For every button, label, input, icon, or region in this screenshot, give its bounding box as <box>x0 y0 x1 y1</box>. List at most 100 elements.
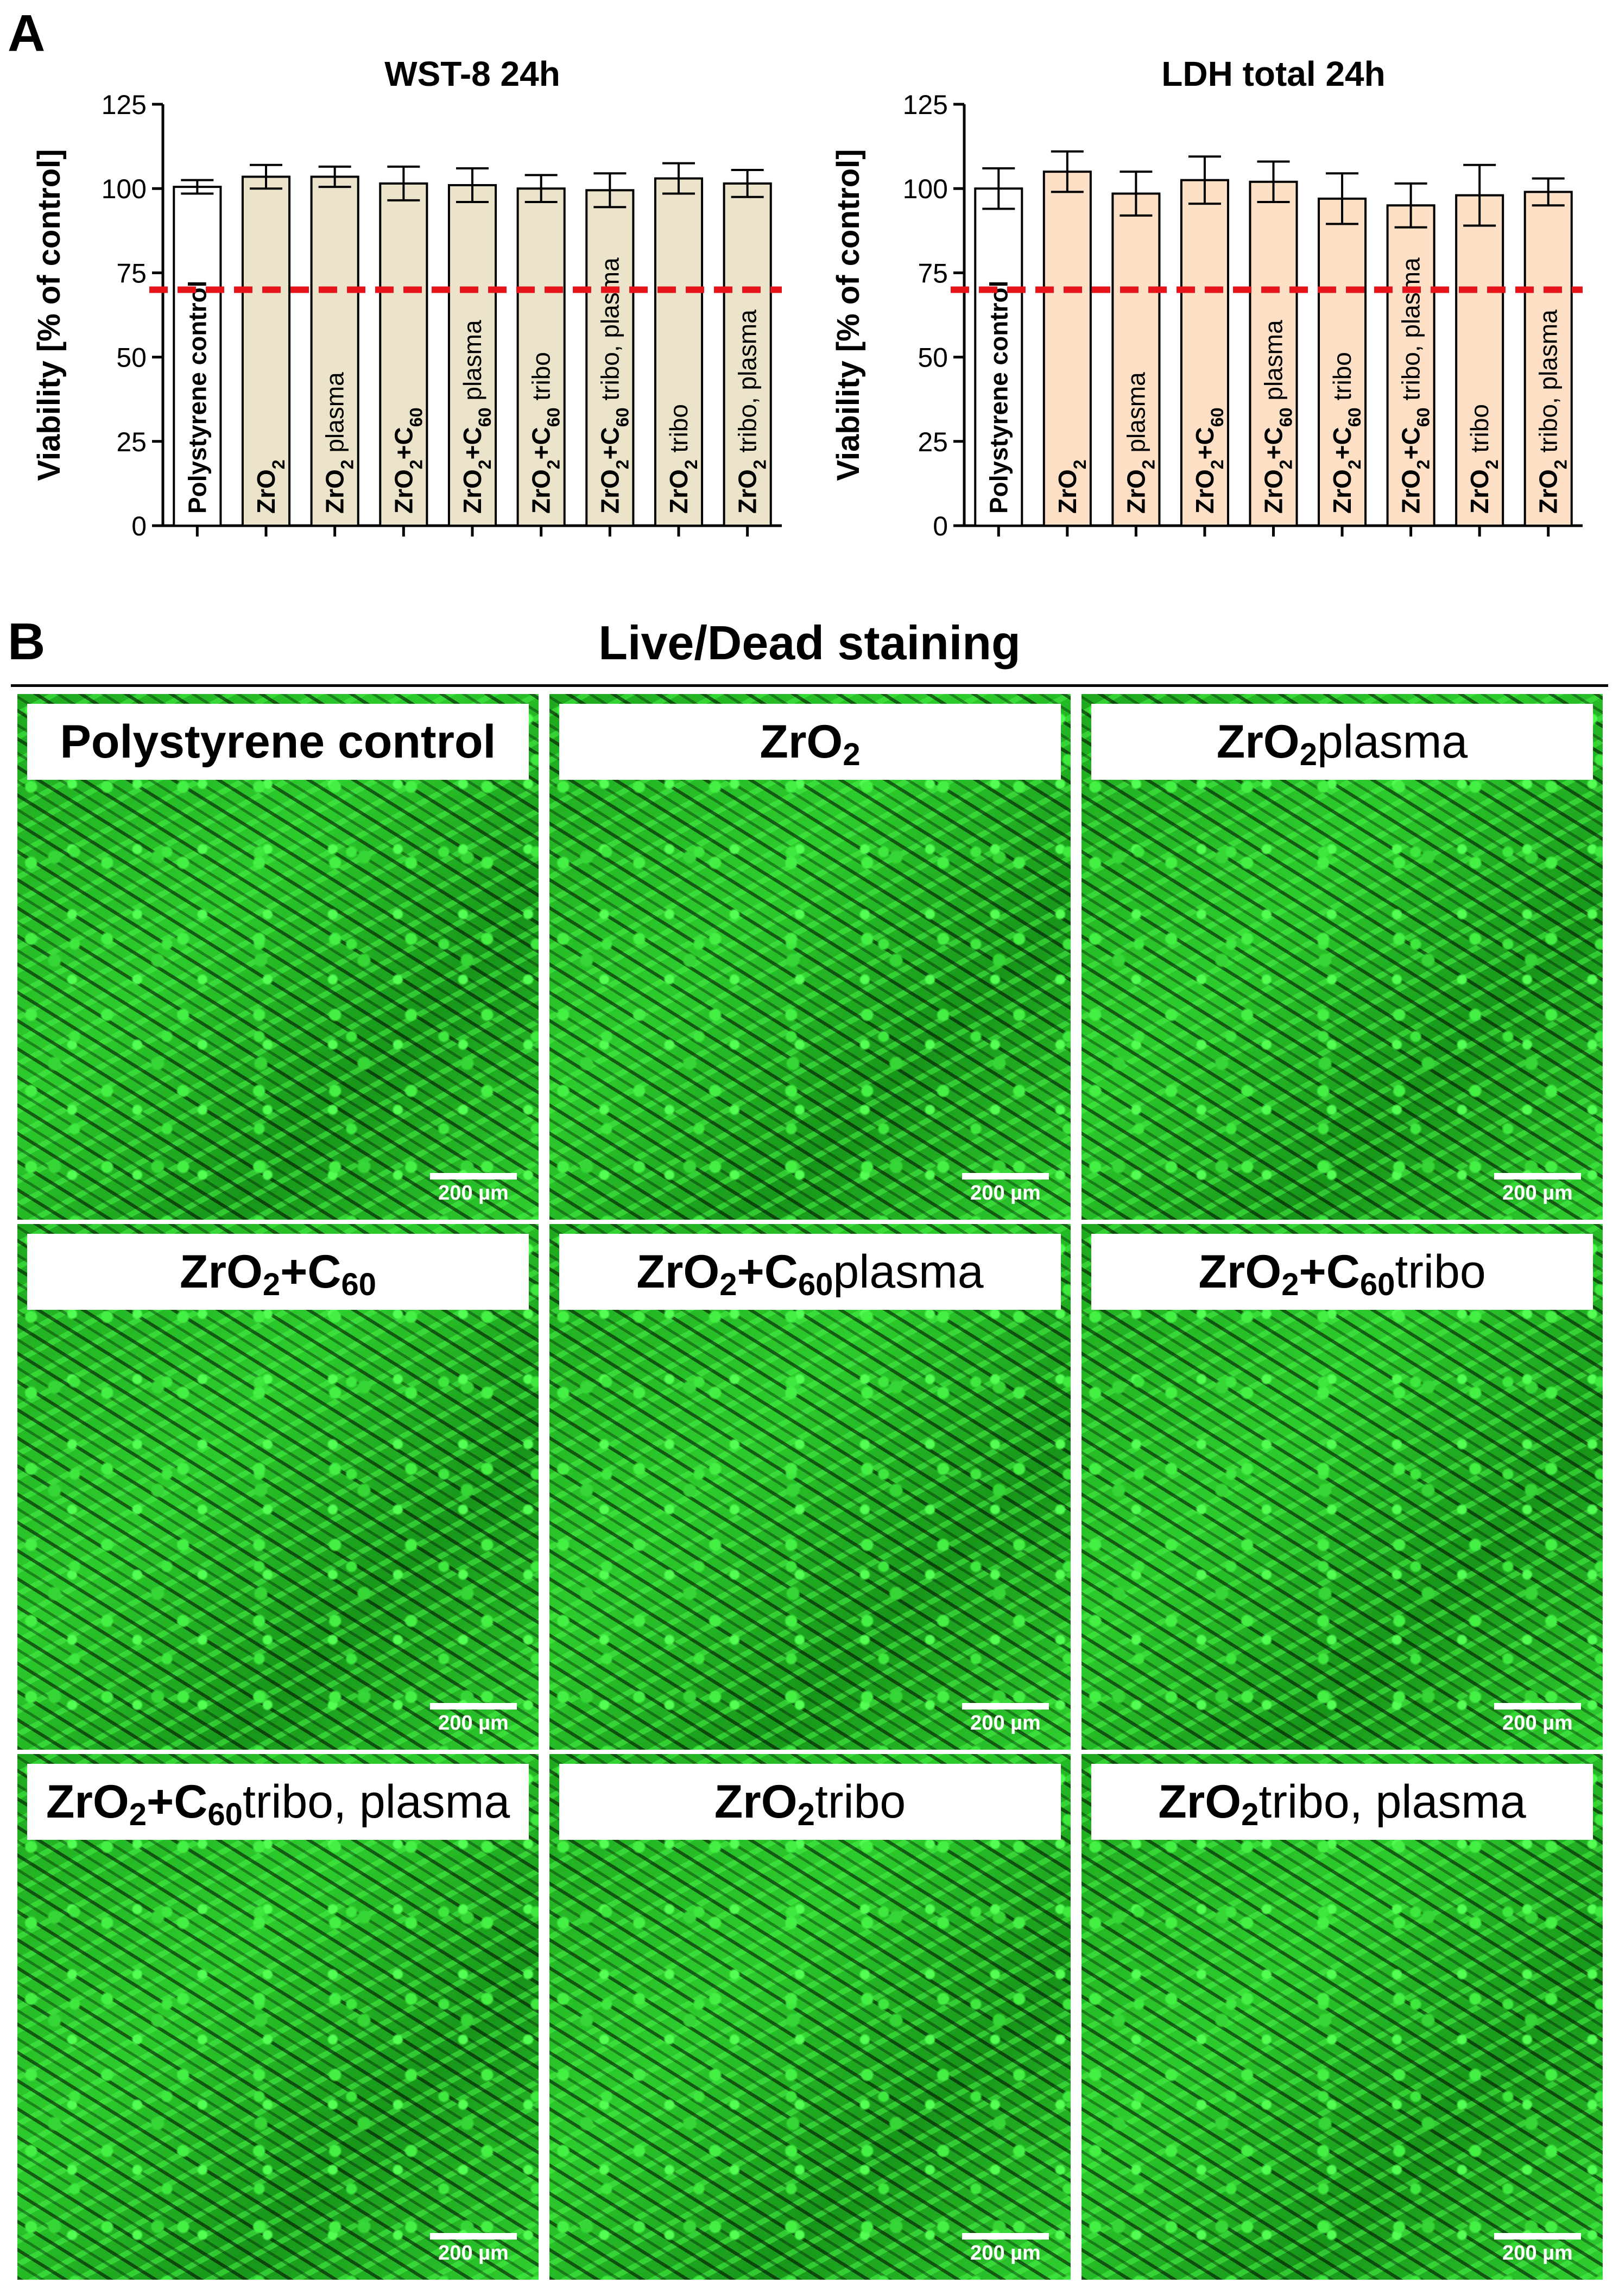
section-divider <box>11 684 1608 687</box>
chart-1: WST-8 24h Viability [% of control] 0 25 50 75… <box>31 54 782 541</box>
category-label: ZrO2​ <box>1053 459 1090 514</box>
scale-bar: 200 µm <box>962 2233 1049 2263</box>
y-tick-label: 0 <box>131 511 147 541</box>
y-tick-label: 50 <box>116 343 147 373</box>
scale-bar-line <box>1494 1703 1581 1710</box>
category-label: ZrO2​+C60​ <box>389 407 426 514</box>
bar <box>1523 191 1573 527</box>
micrograph-tile: ZrO2 tribo, plasma 200 µm <box>1082 1754 1603 2280</box>
error-bar <box>1051 150 1084 193</box>
micrograph-label: ZrO2 tribo, plasma <box>1091 1764 1593 1840</box>
panel-a-letter: A <box>8 4 46 62</box>
micrograph-tile: ZrO2 plasma 200 µm <box>1082 694 1603 1220</box>
micrograph-label: ZrO2 <box>559 704 1061 780</box>
bar <box>1455 194 1504 527</box>
scale-bar: 200 µm <box>1494 2233 1581 2263</box>
scale-bar-line <box>1494 1173 1581 1179</box>
scale-bar: 200 µm <box>1494 1703 1581 1733</box>
error-bar <box>524 174 558 204</box>
micrograph-tile: ZrO2+C60 tribo, plasma 200 µm <box>17 1754 539 2280</box>
micrograph-tile: ZrO2+C60 tribo 200 µm <box>1082 1224 1603 1750</box>
scale-bar-line <box>1494 2233 1581 2240</box>
scale-bar-line <box>430 1173 517 1179</box>
category-label: ZrO2​+C60​ <box>1191 407 1227 514</box>
y-tick-label: 100 <box>903 174 948 204</box>
error-bar <box>456 167 489 204</box>
category-label: ZrO2​ tribo, plasma <box>733 310 770 514</box>
micrograph-grid: Polystyrene control 200 µm ZrO2 200 µm ZrO2 … <box>17 694 1603 2291</box>
micrograph-tile: Polystyrene control 200 µm <box>17 694 539 1220</box>
category-label: ZrO2​ tribo <box>1465 404 1502 514</box>
chart-title: WST-8 24h <box>384 54 560 93</box>
y-tick-label: 125 <box>102 90 147 120</box>
micrograph-label: ZrO2+C60 tribo, plasma <box>27 1764 529 1840</box>
scale-bar: 200 µm <box>1494 1173 1581 1203</box>
y-tick-label: 25 <box>116 427 147 457</box>
micrograph-label: ZrO2+C60 plasma <box>559 1234 1061 1310</box>
category-label: ZrO2​+C60​ tribo, plasma <box>1397 257 1433 514</box>
error-bar <box>731 169 764 198</box>
category-label: ZrO2​ tribo, plasma <box>1534 310 1571 514</box>
category-label: ZrO2​+C60​ tribo <box>527 352 564 514</box>
y-tick-label: 125 <box>903 90 948 120</box>
scale-bar-label: 200 µm <box>970 1182 1041 1204</box>
y-tick-label: 75 <box>918 258 948 288</box>
scale-bar-line <box>430 1703 517 1710</box>
y-tick-label: 100 <box>102 174 147 204</box>
category-label: ZrO2​+C60​ tribo <box>1328 352 1364 514</box>
error-bar <box>250 163 282 190</box>
scale-bar-label: 200 µm <box>438 2242 509 2265</box>
category-label: ZrO2​ plasma <box>321 372 357 514</box>
scale-bar-label: 200 µm <box>438 1182 509 1204</box>
error-bar <box>1532 177 1565 207</box>
micrograph-label: ZrO2 tribo <box>559 1764 1061 1840</box>
chart-2: LDH total 24h Viability [% of control] 0 25… <box>831 54 1583 541</box>
micrograph-tile: ZrO2 200 µm <box>549 694 1071 1220</box>
micrograph-label: ZrO2+C60 tribo <box>1091 1234 1593 1310</box>
y-tick-label: 0 <box>933 511 948 541</box>
scale-bar-label: 200 µm <box>1502 1182 1573 1204</box>
scale-bar-label: 200 µm <box>438 1712 509 1734</box>
category-label: Polystyrene control <box>984 281 1013 514</box>
error-bar <box>1326 172 1359 225</box>
error-bar <box>318 165 351 188</box>
error-bar <box>982 167 1015 210</box>
micrograph-label: Polystyrene control <box>27 704 529 780</box>
y-tick-label: 75 <box>116 258 147 288</box>
category-label: ZrO2​ plasma <box>1122 372 1158 514</box>
scale-bar: 200 µm <box>962 1173 1049 1203</box>
scale-bar-line <box>962 1173 1049 1179</box>
y-tick-label: 25 <box>918 427 948 457</box>
y-axis-label: Viability [% of control] <box>31 149 67 481</box>
error-bar <box>387 165 420 201</box>
micrograph-tile: ZrO2+C60 plasma 200 µm <box>549 1224 1071 1750</box>
scale-bar-line <box>962 2233 1049 2240</box>
scale-bar-line <box>962 1703 1049 1710</box>
micrograph-tile: ZrO2+C60 200 µm <box>17 1224 539 1750</box>
error-bar <box>1463 163 1496 227</box>
bar <box>585 189 635 527</box>
micrograph-tile: ZrO2 tribo 200 µm <box>549 1754 1071 2280</box>
error-bar <box>1394 182 1427 229</box>
error-bar <box>1120 171 1153 217</box>
bar <box>1386 204 1435 527</box>
y-axis-label: Viability [% of control] <box>831 149 866 481</box>
live-dead-title: Live/Dead staining <box>598 616 1021 670</box>
scale-bar-label: 200 µm <box>970 1712 1041 1734</box>
scale-bar-label: 200 µm <box>970 2242 1041 2265</box>
scale-bar-line <box>430 2233 517 2240</box>
scale-bar: 200 µm <box>430 1703 517 1733</box>
scale-bar-label: 200 µm <box>1502 1712 1573 1734</box>
category-label: ZrO2​ <box>252 459 288 514</box>
category-label: ZrO2​ tribo <box>665 404 701 514</box>
category-label: ZrO2​+C60​ plasma <box>1260 320 1296 514</box>
chart-title: LDH total 24h <box>1161 54 1385 93</box>
scale-bar: 200 µm <box>430 1173 517 1203</box>
error-bar <box>593 172 627 209</box>
category-label: ZrO2​+C60​ plasma <box>458 320 495 514</box>
error-bar <box>1188 155 1221 205</box>
scale-bar: 200 µm <box>430 2233 517 2263</box>
category-label: Polystyrene control <box>183 281 211 514</box>
error-bar <box>181 179 214 195</box>
micrograph-label: ZrO2 plasma <box>1091 704 1593 780</box>
